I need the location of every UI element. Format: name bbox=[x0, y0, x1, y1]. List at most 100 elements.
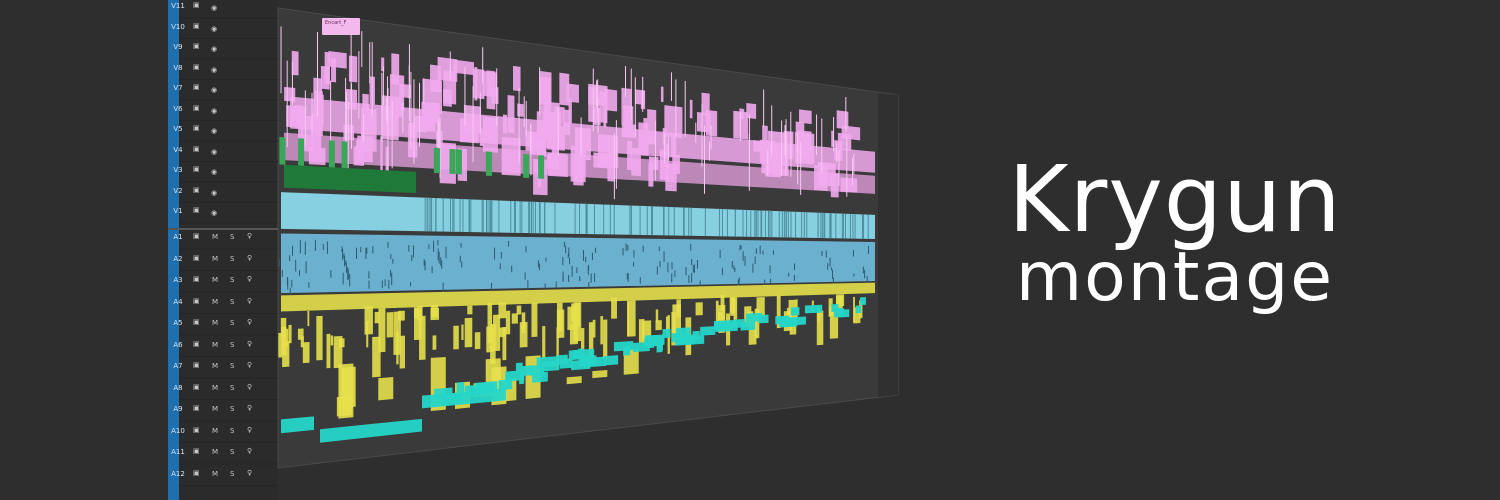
audio-clip-yellow[interactable] bbox=[505, 310, 511, 335]
film-icon[interactable]: ▣ bbox=[193, 103, 200, 112]
audio-clip-yellow[interactable] bbox=[330, 335, 334, 346]
video-clip-green-small[interactable] bbox=[485, 151, 492, 177]
audio-clip-teal[interactable] bbox=[536, 356, 557, 368]
audio-clip-yellow-block[interactable] bbox=[592, 369, 608, 379]
solo-button[interactable]: S bbox=[230, 383, 235, 392]
audio-clip-yellow[interactable] bbox=[467, 305, 473, 315]
microphone-icon[interactable]: ♀ bbox=[247, 253, 253, 262]
audio-clip-teal[interactable] bbox=[529, 364, 545, 376]
audio-clip-teal[interactable] bbox=[714, 321, 721, 330]
audio-clip-teal[interactable] bbox=[775, 315, 790, 325]
mute-button[interactable]: M bbox=[212, 276, 219, 284]
video-clip-green-small[interactable] bbox=[523, 154, 530, 179]
eye-icon[interactable]: ◉ bbox=[211, 147, 218, 156]
solo-button[interactable]: S bbox=[230, 254, 235, 263]
audio-clip-yellow[interactable] bbox=[729, 297, 736, 314]
video-clip-pink[interactable] bbox=[539, 70, 552, 106]
video-clip-pink[interactable] bbox=[453, 59, 474, 76]
mute-button[interactable]: M bbox=[212, 448, 219, 456]
video-clip-pink[interactable] bbox=[491, 86, 499, 105]
audio-clip-teal[interactable] bbox=[422, 388, 506, 409]
audio-clip-yellow[interactable] bbox=[519, 321, 528, 348]
audio-clip-yellow[interactable] bbox=[627, 302, 630, 336]
audio-clip-yellow-block[interactable] bbox=[338, 363, 354, 419]
solo-button[interactable]: S bbox=[230, 276, 235, 284]
film-icon[interactable]: ▣ bbox=[193, 382, 200, 391]
audio-clip-teal[interactable] bbox=[692, 335, 705, 345]
microphone-icon[interactable]: ♀ bbox=[247, 275, 253, 283]
video-clip-green-small[interactable] bbox=[433, 147, 440, 174]
video-clip-pink[interactable] bbox=[348, 55, 358, 83]
film-icon[interactable]: ▣ bbox=[193, 83, 200, 91]
audio-clip-yellow[interactable] bbox=[493, 314, 501, 352]
microphone-icon[interactable]: ♀ bbox=[247, 232, 253, 240]
audio-clip-teal[interactable] bbox=[320, 418, 422, 443]
video-clip-green-small[interactable] bbox=[341, 141, 348, 169]
audio-clip-yellow[interactable] bbox=[542, 325, 546, 359]
audio-clip-teal[interactable] bbox=[833, 307, 844, 317]
audio-clip-yellow[interactable] bbox=[611, 298, 617, 319]
film-icon[interactable]: ▣ bbox=[193, 1, 200, 9]
audio-clip-teal[interactable] bbox=[746, 312, 762, 322]
video-clip-pink[interactable] bbox=[660, 86, 664, 103]
audio-clip-yellow[interactable] bbox=[511, 313, 518, 324]
mute-button[interactable]: M bbox=[212, 362, 219, 370]
audio-clip-teal[interactable] bbox=[740, 321, 756, 331]
video-clip-green[interactable] bbox=[284, 164, 416, 194]
eye-icon[interactable]: ◉ bbox=[211, 4, 218, 12]
video-clip-pink[interactable] bbox=[701, 92, 710, 117]
microphone-icon[interactable]: ♀ bbox=[247, 447, 253, 455]
video-clip-pink[interactable] bbox=[841, 125, 861, 141]
clip-label-encart[interactable]: Encart_F bbox=[322, 18, 360, 35]
audio-clip-teal[interactable] bbox=[604, 355, 619, 366]
film-icon[interactable]: ▣ bbox=[193, 232, 200, 240]
solo-button[interactable]: S bbox=[230, 448, 235, 456]
film-icon[interactable]: ▣ bbox=[193, 318, 200, 326]
audio-clip-yellow[interactable] bbox=[374, 311, 380, 324]
microphone-icon[interactable]: ♀ bbox=[247, 425, 253, 434]
film-icon[interactable]: ▣ bbox=[193, 165, 200, 173]
video-clip-green-small[interactable] bbox=[449, 148, 456, 175]
video-clip-pink[interactable] bbox=[443, 70, 457, 105]
audio-clip-yellow[interactable] bbox=[516, 305, 522, 315]
film-icon[interactable]: ▣ bbox=[193, 21, 200, 30]
audio-clip-yellow[interactable] bbox=[431, 304, 438, 318]
film-icon[interactable]: ▣ bbox=[193, 124, 200, 132]
audio-clip-teal[interactable] bbox=[522, 365, 533, 376]
mute-button[interactable]: M bbox=[212, 426, 219, 435]
audio-clip-teal[interactable] bbox=[519, 373, 525, 385]
audio-clip-yellow[interactable] bbox=[432, 335, 437, 350]
audio-clip-teal[interactable] bbox=[555, 354, 568, 366]
video-clip-pink[interactable] bbox=[559, 72, 570, 106]
audio-clip-yellow[interactable] bbox=[487, 302, 493, 344]
audio-clip-teal[interactable] bbox=[790, 307, 800, 316]
audio-clip-teal[interactable] bbox=[515, 362, 523, 373]
video-clip-pink[interactable] bbox=[554, 106, 565, 123]
audio-clip-yellow[interactable] bbox=[419, 315, 426, 361]
video-clip-pink[interactable] bbox=[705, 109, 718, 137]
audio-clip-teal[interactable] bbox=[584, 356, 607, 368]
audio-clip-teal[interactable] bbox=[498, 379, 513, 391]
audio-clip-yellow[interactable] bbox=[573, 321, 577, 336]
audio-clip-yellow[interactable] bbox=[655, 309, 659, 323]
eye-icon[interactable]: ◉ bbox=[211, 127, 218, 135]
video-clip-pink[interactable] bbox=[324, 51, 330, 85]
video-clip-pink[interactable] bbox=[689, 99, 693, 119]
video-clip-green-small[interactable] bbox=[279, 136, 286, 165]
audio-clip-yellow-block[interactable] bbox=[566, 376, 582, 385]
eye-icon[interactable]: ◉ bbox=[211, 45, 218, 53]
solo-button[interactable]: S bbox=[230, 297, 235, 306]
video-clip-green-small[interactable] bbox=[298, 138, 305, 166]
eye-icon[interactable]: ◉ bbox=[211, 106, 218, 115]
video-clip-pink[interactable] bbox=[603, 106, 607, 128]
audio-clip-yellow[interactable] bbox=[413, 307, 419, 319]
video-clip-green-small[interactable] bbox=[538, 155, 545, 179]
solo-button[interactable]: S bbox=[230, 319, 235, 327]
solo-button[interactable]: S bbox=[230, 405, 235, 413]
audio-clip-yellow[interactable] bbox=[386, 312, 394, 338]
audio-clip-yellow-band[interactable] bbox=[281, 282, 875, 312]
audio-clip-yellow[interactable] bbox=[531, 302, 538, 338]
audio-clip-yellow[interactable] bbox=[397, 310, 405, 321]
eye-icon[interactable]: ◉ bbox=[211, 86, 218, 94]
audio-clip-yellow[interactable] bbox=[282, 328, 289, 347]
